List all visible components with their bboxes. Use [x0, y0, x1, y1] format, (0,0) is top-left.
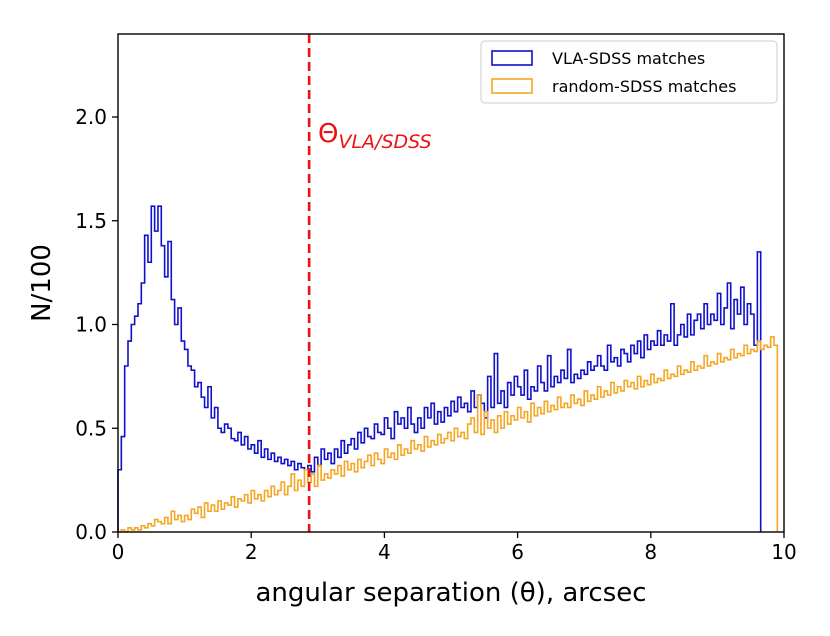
- y-tick-label: 0.0: [75, 520, 107, 544]
- x-tick-label: 6: [511, 540, 524, 564]
- y-tick-label: 1.5: [75, 209, 107, 233]
- legend: VLA-SDSS matches random-SDSS matches: [480, 40, 778, 104]
- x-axis-label: angular separation (θ), arcsec: [255, 578, 646, 608]
- legend-swatch-vla-sdss: [491, 50, 533, 66]
- legend-swatch-random-sdss: [491, 78, 533, 94]
- legend-label-random-sdss: random-SDSS matches: [552, 77, 736, 96]
- legend-box: [480, 40, 778, 104]
- plot-frame: [117, 33, 785, 533]
- axis-ticks: 0 2 4 6 8 10 0.0 0.5 1.0 1.5 2.0: [75, 105, 797, 564]
- y-tick-label: 2.0: [75, 105, 107, 129]
- x-tick-label: 0: [112, 540, 125, 564]
- y-tick-label: 0.5: [75, 416, 107, 440]
- theta-symbol: Θ: [318, 119, 338, 149]
- theta-subscript: VLA/SDSS: [338, 131, 431, 153]
- x-tick-label: 8: [644, 540, 657, 564]
- y-axis-label: N/100: [27, 244, 57, 322]
- vla-sdss-histogram-line: [117, 205, 762, 532]
- series-layer: [117, 205, 779, 533]
- legend-label-vla-sdss: VLA-SDSS matches: [552, 49, 705, 68]
- y-tick-label: 1.0: [75, 313, 107, 337]
- random-sdss-histogram-line: [118, 336, 779, 533]
- x-tick-label: 4: [378, 540, 391, 564]
- theta-annotation: ΘVLA/SDSS: [318, 119, 432, 153]
- x-tick-label: 2: [245, 540, 258, 564]
- x-tick-label: 10: [771, 540, 796, 564]
